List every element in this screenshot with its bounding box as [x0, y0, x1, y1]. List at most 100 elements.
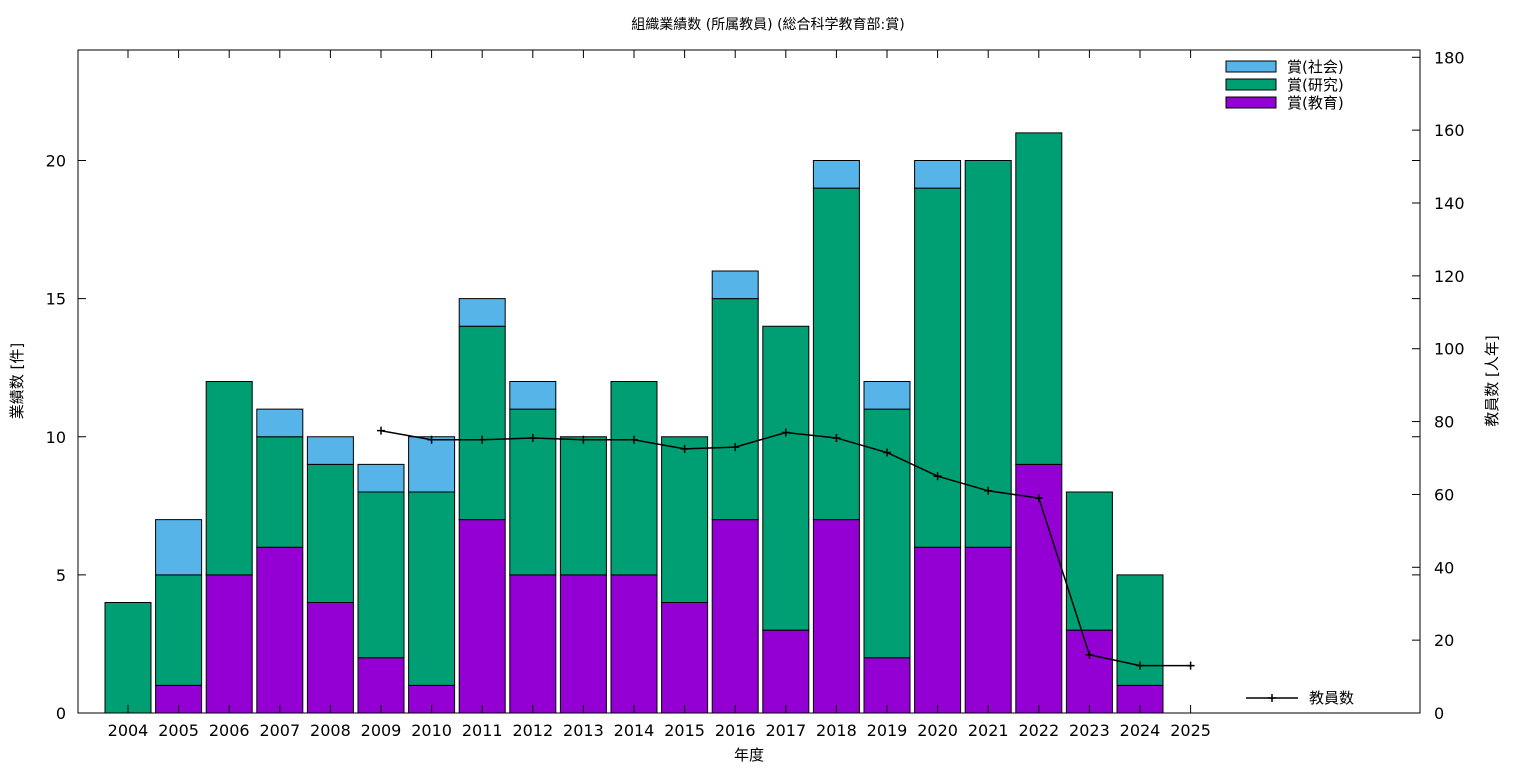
- point-2009: [377, 426, 385, 435]
- y2-tick-label: 160: [1434, 121, 1465, 140]
- x-axis: 2004 2005 2006 2007 2008 2009 2010 2011 2012 2013…: [108, 50, 1211, 740]
- x-tick-label: 2015: [664, 721, 705, 740]
- chart-title: 組織業績数 (所属教員) (総合科学教育部:賞): [631, 17, 905, 33]
- point-2017: [781, 428, 790, 437]
- bar-2007-賞(研究): [256, 436, 304, 548]
- y-tick-label: 20: [46, 152, 66, 171]
- x-tick-label: 2018: [816, 721, 857, 740]
- bar-2010-賞(研究): [408, 491, 456, 686]
- x-tick-label: 2010: [411, 721, 452, 740]
- bar-2009-賞(研究): [357, 491, 405, 659]
- bar-2006-賞(教育): [205, 574, 253, 714]
- x-tick-label: 2007: [259, 721, 300, 740]
- legend-swatch: [1225, 96, 1277, 109]
- bar-2018-賞(教育): [812, 519, 860, 714]
- x-tick-label: 2024: [1120, 721, 1161, 740]
- bar-2010-賞(社会): [408, 436, 456, 493]
- bar-2022-賞(研究): [1015, 132, 1063, 465]
- point-2016: [731, 443, 740, 452]
- bar-2007-賞(教育): [256, 546, 304, 714]
- legend-label: 賞(研究): [1287, 76, 1344, 94]
- x-tick-label: 2023: [1069, 721, 1110, 740]
- bar-2012-賞(社会): [509, 381, 557, 410]
- y2-axis: 0 20 40 60 80 100 120 140 160 180: [1412, 48, 1465, 723]
- x-tick-label: 2017: [765, 721, 806, 740]
- y-axis-label: 業績数 [件]: [8, 343, 26, 419]
- line-layer: [377, 426, 1195, 670]
- y2-tick-label: 60: [1434, 485, 1454, 504]
- bar-2008-賞(研究): [306, 463, 354, 603]
- y2-tick-label: 120: [1434, 267, 1465, 286]
- bar-2023-賞(教育): [1065, 629, 1113, 714]
- point-2013: [579, 435, 588, 444]
- point-2012: [528, 433, 537, 442]
- point-2023: [1085, 650, 1094, 659]
- y2-tick-label: 40: [1434, 558, 1454, 577]
- legend-label: 賞(社会): [1287, 58, 1344, 76]
- bar-2009-賞(社会): [357, 463, 405, 493]
- x-tick-label: 2020: [917, 721, 958, 740]
- bar-2013-賞(研究): [559, 436, 607, 576]
- bar-2006-賞(研究): [205, 381, 253, 576]
- bar-2020-賞(社会): [914, 160, 962, 189]
- bar-2019-賞(教育): [863, 657, 911, 714]
- bar-2009-賞(教育): [357, 657, 405, 714]
- bar-2016-賞(教育): [711, 519, 759, 714]
- bar-2008-賞(社会): [306, 436, 354, 465]
- bar-2021-賞(教育): [964, 546, 1012, 714]
- bar-2020-賞(教育): [914, 546, 962, 714]
- bar-2011-賞(社会): [458, 298, 506, 327]
- plot-frame: [77, 49, 1421, 714]
- legend-swatch: [1225, 60, 1277, 73]
- bar-2014-賞(教育): [610, 574, 658, 714]
- legend-line-marker: [1268, 694, 1276, 702]
- x-tick-label: 2011: [462, 721, 503, 740]
- y-tick-label: 10: [46, 428, 66, 447]
- y2-tick-label: 0: [1434, 704, 1444, 723]
- bar-2021-賞(研究): [964, 160, 1012, 548]
- y-tick-label: 0: [56, 704, 66, 723]
- y2-tick-label: 100: [1434, 340, 1465, 359]
- bar-2011-賞(教育): [458, 519, 506, 714]
- point-2014: [630, 435, 638, 444]
- point-2021: [984, 486, 993, 495]
- bars-layer: [104, 132, 1164, 714]
- bar-2004-賞(研究): [104, 602, 152, 714]
- bar-2020-賞(研究): [914, 187, 962, 548]
- y2-tick-label: 180: [1434, 48, 1465, 67]
- bar-2018-賞(研究): [812, 187, 860, 521]
- bar-2019-賞(社会): [863, 381, 911, 410]
- x-tick-label: 2025: [1170, 721, 1211, 740]
- x-tick-label: 2004: [108, 721, 149, 740]
- x-tick-label: 2009: [361, 721, 402, 740]
- x-tick-label: 2019: [867, 721, 908, 740]
- x-tick-label: 2008: [310, 721, 351, 740]
- bar-2008-賞(教育): [306, 602, 354, 714]
- y2-tick-label: 20: [1434, 631, 1454, 650]
- point-2020: [933, 472, 942, 481]
- bar-2005-賞(研究): [155, 574, 203, 686]
- bar-2013-賞(教育): [559, 574, 607, 714]
- x-tick-label: 2014: [614, 721, 655, 740]
- y-tick-label: 5: [56, 566, 66, 585]
- bar-2014-賞(研究): [610, 381, 658, 576]
- bar-2017-賞(研究): [762, 325, 810, 631]
- bar-2016-賞(社会): [711, 270, 759, 300]
- bar-2016-賞(研究): [711, 298, 759, 521]
- point-2025: [1186, 661, 1195, 670]
- bar-2023-賞(研究): [1065, 491, 1113, 631]
- y-tick-label: 15: [46, 290, 66, 309]
- y2-tick-label: 140: [1434, 194, 1465, 213]
- x-tick-label: 2006: [209, 721, 250, 740]
- bar-2012-賞(教育): [509, 574, 557, 714]
- point-2010: [427, 435, 436, 444]
- bar-2005-賞(社会): [155, 519, 203, 576]
- bar-2015-賞(研究): [661, 436, 709, 603]
- x-axis-label: 年度: [734, 746, 764, 764]
- y2-tick-label: 80: [1434, 413, 1454, 432]
- x-tick-label: 2012: [512, 721, 553, 740]
- bar-2017-賞(教育): [762, 629, 810, 714]
- bar-2011-賞(研究): [458, 325, 506, 521]
- bar-2015-賞(教育): [661, 602, 709, 714]
